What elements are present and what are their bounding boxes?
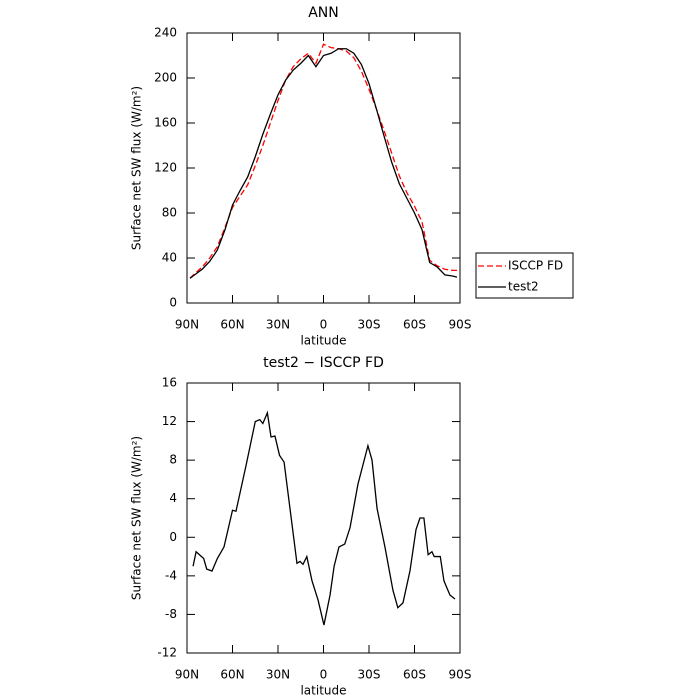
y-tick-label: 120 xyxy=(154,161,177,175)
x-tick-label: 60N xyxy=(220,668,244,682)
x-tick-label: 90N xyxy=(175,318,199,332)
x-axis-label: latitude xyxy=(300,684,346,698)
y-tick-label: 240 xyxy=(154,26,177,40)
x-tick-label: 90S xyxy=(449,318,472,332)
x-tick-label: 90N xyxy=(175,668,199,682)
x-tick-label: 0 xyxy=(320,318,328,332)
x-tick-label: 60N xyxy=(220,318,244,332)
x-tick-label: 60S xyxy=(403,318,426,332)
y-axis-label: Surface net SW flux (W/m²) xyxy=(130,436,144,600)
x-tick-label: 0 xyxy=(320,668,328,682)
x-tick-label: 30N xyxy=(266,318,290,332)
legend-box xyxy=(475,252,574,299)
y-tick-label: 8 xyxy=(169,453,177,467)
y-tick-label: 4 xyxy=(169,491,177,505)
y-axis-label: Surface net SW flux (W/m²) xyxy=(130,86,144,250)
data-line xyxy=(189,48,458,279)
y-tick-label: 200 xyxy=(154,71,177,85)
y-tick-label: 80 xyxy=(162,206,177,220)
chart-title: ANN xyxy=(308,5,339,21)
legend-label: ISCCP FD xyxy=(508,259,563,273)
y-tick-label: -12 xyxy=(157,646,177,660)
y-tick-label: 12 xyxy=(162,414,177,428)
x-tick-label: 60S xyxy=(403,668,426,682)
data-line xyxy=(189,43,457,279)
y-tick-label: 160 xyxy=(154,116,177,130)
y-tick-label: 0 xyxy=(169,530,177,544)
x-tick-label: 30N xyxy=(266,668,290,682)
chart-title: test2 − ISCCP FD xyxy=(263,355,384,371)
y-tick-label: 16 xyxy=(162,376,177,390)
x-tick-label: 90S xyxy=(449,668,472,682)
plot-frame xyxy=(186,32,461,304)
y-tick-label: -4 xyxy=(165,568,177,582)
legend-label: test2 xyxy=(508,280,539,294)
x-tick-label: 30S xyxy=(358,318,381,332)
plot-frame xyxy=(186,382,461,654)
x-tick-label: 30S xyxy=(358,668,381,682)
y-tick-label: 40 xyxy=(162,251,177,265)
y-tick-label: 0 xyxy=(169,296,177,310)
x-axis-label: latitude xyxy=(300,334,346,348)
data-line xyxy=(192,410,456,626)
y-tick-label: -8 xyxy=(165,607,177,621)
